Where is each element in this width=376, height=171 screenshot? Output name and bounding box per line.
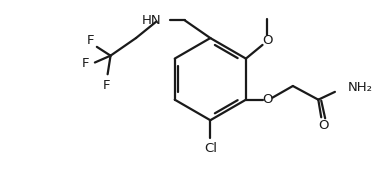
Text: O: O [262, 93, 273, 106]
Text: O: O [262, 35, 273, 48]
Text: Cl: Cl [204, 142, 217, 155]
Text: F: F [81, 57, 89, 70]
Text: F: F [103, 78, 111, 91]
Text: O: O [318, 119, 329, 132]
Text: F: F [87, 34, 95, 47]
Text: NH₂: NH₂ [348, 81, 373, 94]
Text: HN: HN [142, 14, 161, 27]
